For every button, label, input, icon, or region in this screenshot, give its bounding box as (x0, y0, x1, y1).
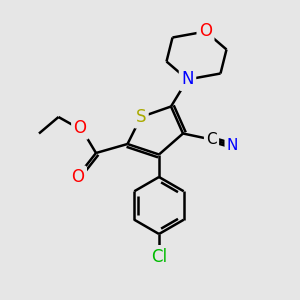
Text: O: O (199, 22, 212, 40)
Text: N: N (227, 138, 238, 153)
Text: S: S (136, 108, 146, 126)
Text: N: N (181, 70, 194, 88)
Text: Cl: Cl (151, 248, 167, 266)
Text: C: C (206, 132, 217, 147)
Text: O: O (71, 168, 85, 186)
Text: O: O (74, 119, 87, 137)
